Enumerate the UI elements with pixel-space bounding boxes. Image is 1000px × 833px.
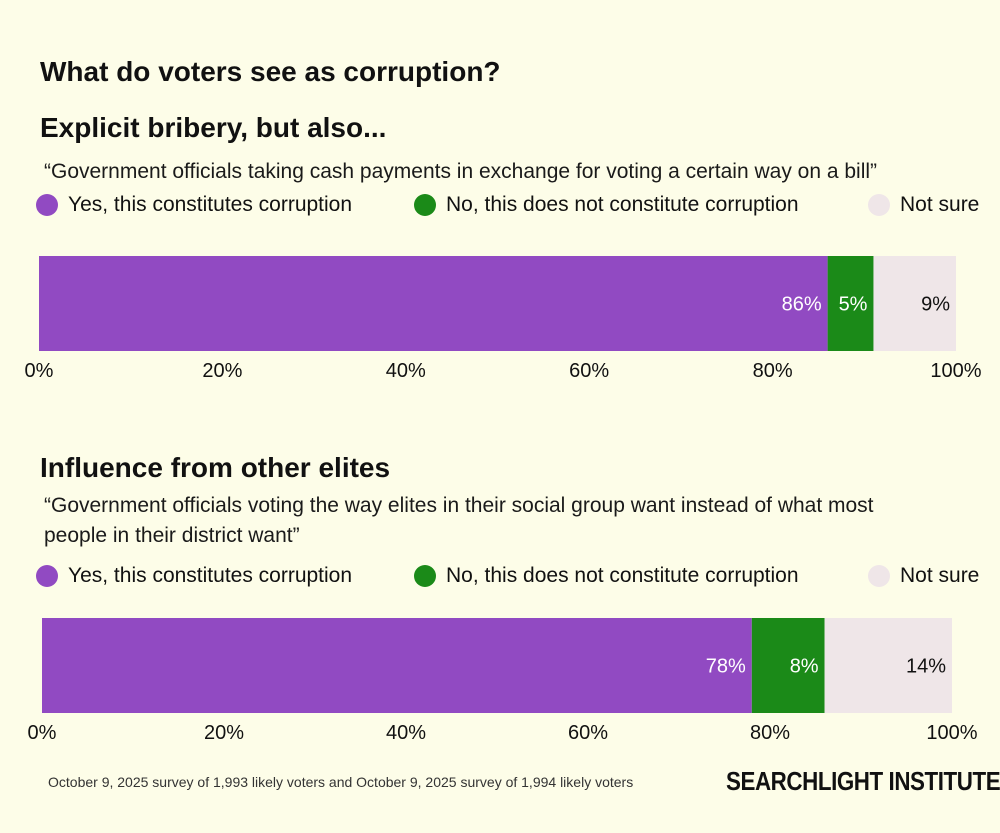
chart1-bar-chart: 86% 5% 9% 0% 20% 40% 60% 80% 100% bbox=[25, 256, 982, 382]
chart2-subtitle-line2: people in their district want” bbox=[44, 524, 300, 547]
legend-dot-yes bbox=[36, 194, 58, 216]
legend-dot-unsure bbox=[868, 565, 890, 587]
legend-label-yes: Yes, this constitutes corruption bbox=[68, 193, 353, 216]
legend-label-no: No, this does not constitute corruption bbox=[446, 193, 799, 216]
x-tick-label: 80% bbox=[750, 722, 790, 744]
chart1-subtitle: “Government officials taking cash paymen… bbox=[44, 160, 878, 183]
legend-label-unsure: Not sure bbox=[900, 564, 980, 587]
x-tick-label: 20% bbox=[204, 722, 244, 744]
bar-label-no: 5% bbox=[839, 294, 868, 316]
chart2-title: Influence from other elites bbox=[40, 452, 391, 483]
chart2-legend-unsure: Not sure bbox=[868, 564, 979, 588]
legend-dot-no bbox=[414, 194, 436, 216]
legend-label-yes: Yes, this constitutes corruption bbox=[68, 564, 353, 587]
legend-label-no: No, this does not constitute corruption bbox=[446, 564, 799, 587]
x-tick-label: 100% bbox=[930, 360, 981, 382]
bar-label-no: 8% bbox=[790, 656, 819, 678]
bar-segment-no bbox=[827, 256, 874, 351]
chart1-title: Explicit bribery, but also... bbox=[40, 112, 387, 143]
chart2-legend-yes: Yes, this constitutes corruption bbox=[36, 564, 352, 588]
x-tick-label: 60% bbox=[569, 360, 609, 382]
bar-segment-unsure bbox=[873, 256, 956, 351]
x-tick-label: 40% bbox=[386, 722, 426, 744]
bar-label-yes: 78% bbox=[706, 656, 746, 678]
chart2-legend-no: No, this does not constitute corruption bbox=[414, 564, 799, 588]
bar-label-yes: 86% bbox=[782, 294, 822, 316]
bar-label-unsure: 14% bbox=[906, 656, 946, 678]
bar-segment-yes bbox=[39, 256, 828, 351]
x-tick-label: 100% bbox=[926, 722, 977, 744]
legend-dot-yes bbox=[36, 565, 58, 587]
bar-segment-yes bbox=[42, 618, 752, 713]
bar-segment-unsure bbox=[824, 618, 952, 713]
chart1-legend-no: No, this does not constitute corruption bbox=[414, 193, 799, 217]
searchlight-logo: SEARCHLIGHT INSTITUTE bbox=[726, 766, 1000, 796]
main-title: What do voters see as corruption? bbox=[40, 56, 501, 87]
legend-dot-unsure bbox=[868, 194, 890, 216]
x-tick-label: 60% bbox=[568, 722, 608, 744]
chart2-bar-chart: 78% 8% 14% 0% 20% 40% 60% 80% 100% bbox=[28, 618, 978, 744]
footer-source: October 9, 2025 survey of 1,993 likely v… bbox=[48, 774, 634, 790]
x-tick-label: 20% bbox=[202, 360, 242, 382]
chart2-subtitle-line1: “Government officials voting the way eli… bbox=[44, 494, 874, 517]
x-tick-label: 80% bbox=[753, 360, 793, 382]
chart1-legend-yes: Yes, this constitutes corruption bbox=[36, 193, 352, 217]
bar-segment-no bbox=[751, 618, 825, 713]
x-tick-label: 0% bbox=[25, 360, 54, 382]
legend-label-unsure: Not sure bbox=[900, 193, 980, 216]
legend-dot-no bbox=[414, 565, 436, 587]
x-tick-label: 40% bbox=[386, 360, 426, 382]
x-tick-label: 0% bbox=[28, 722, 57, 744]
bar-label-unsure: 9% bbox=[921, 294, 950, 316]
chart1-legend-unsure: Not sure bbox=[868, 193, 979, 217]
